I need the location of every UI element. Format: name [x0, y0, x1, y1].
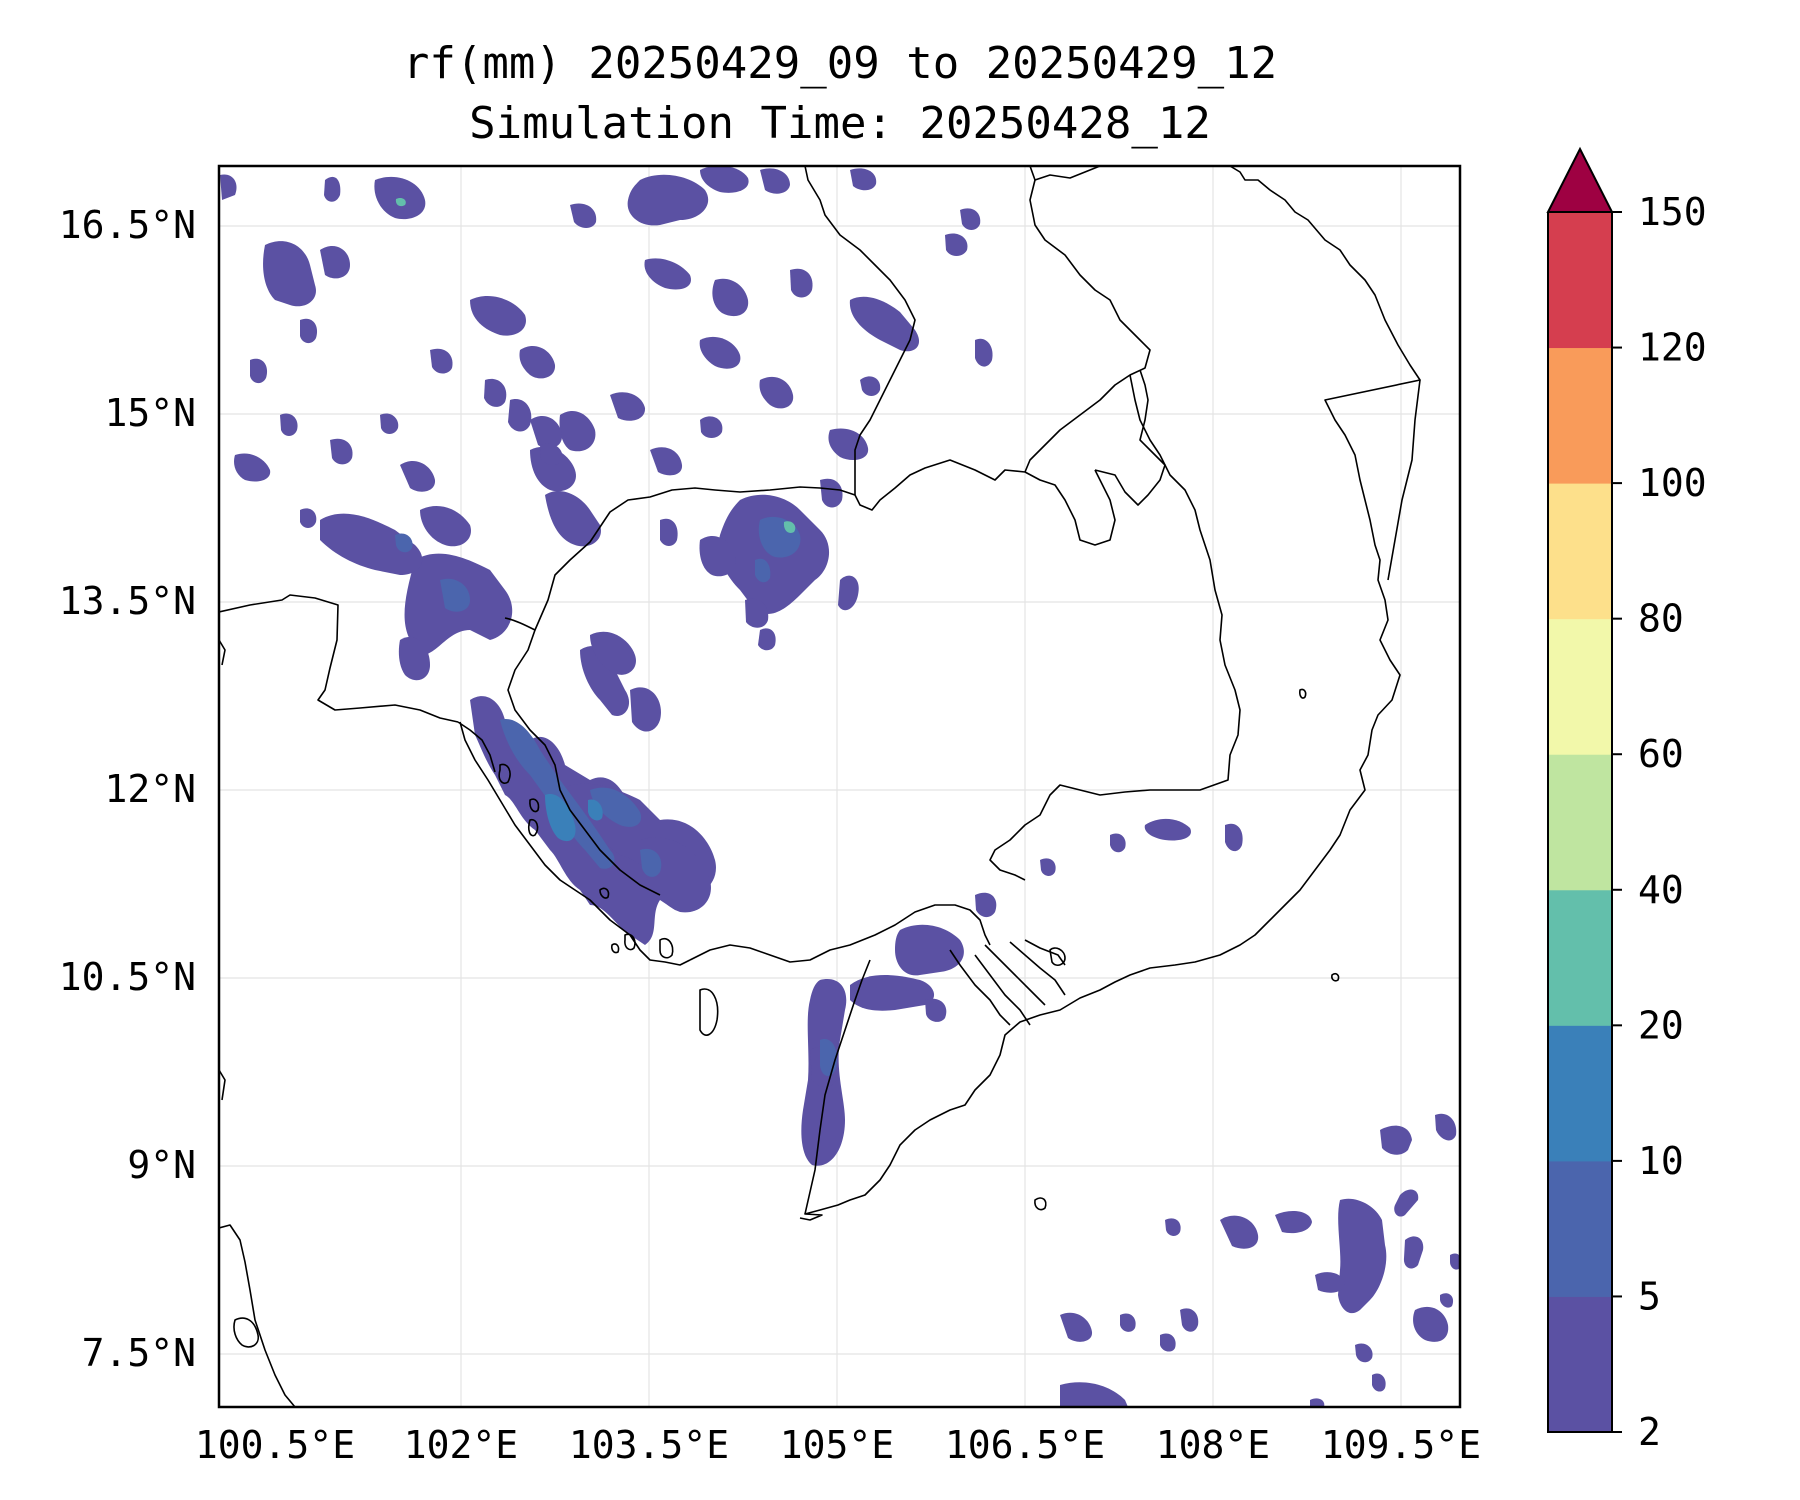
x-tick-label: 102°E	[404, 1423, 518, 1467]
y-tick-label: 16.5°N	[59, 203, 196, 247]
colorbar-tick-label: 100	[1638, 461, 1707, 505]
colorbar-tick-label: 20	[1638, 1003, 1684, 1047]
colorbar-tick-label: 80	[1638, 597, 1684, 641]
colorbar-tick-label: 2	[1638, 1410, 1661, 1454]
y-tick-label: 7.5°N	[82, 1331, 196, 1375]
gridlines	[219, 166, 1460, 1407]
y-tick-label: 12°N	[104, 767, 196, 811]
colorbar-tick-label: 5	[1638, 1274, 1661, 1318]
y-tick-label: 15°N	[104, 391, 196, 435]
country-borders	[219, 166, 1241, 963]
colorbar-tick-label: 40	[1638, 868, 1684, 912]
colorbar-segment	[1548, 483, 1612, 620]
colorbar-tick-label: 120	[1638, 326, 1707, 370]
y-tick-label: 13.5°N	[59, 579, 196, 623]
colorbar-tick-label: 60	[1638, 732, 1684, 776]
colorbar-segment	[1548, 754, 1612, 891]
x-tick-label: 105°E	[780, 1423, 894, 1467]
x-tick-label: 106.5°E	[945, 1423, 1105, 1467]
x-tick-label: 103.5°E	[569, 1423, 729, 1467]
colorbar-segment	[1548, 1160, 1612, 1297]
colorbar-segment	[1548, 212, 1612, 349]
rainfall-contours	[220, 166, 1460, 1407]
y-tick-label: 9°N	[127, 1143, 196, 1187]
y-axis-ticks: 16.5°N 15°N 13.5°N 12°N 10.5°N 9°N 7.5°N	[59, 203, 196, 1375]
rainfall-contours-20-40mm	[395, 197, 796, 533]
map-title: rf(mm) 20250429_09 to 20250429_12	[402, 38, 1278, 89]
x-axis-ticks: 100.5°E 102°E 103.5°E 105°E 106.5°E 108°…	[195, 1423, 1481, 1467]
colorbar-tick-label: 150	[1638, 190, 1707, 234]
colorbar-segment	[1548, 618, 1612, 755]
colorbar-segment	[1548, 889, 1612, 1026]
colorbar-extend-arrow	[1546, 146, 1614, 213]
rainfall-contours-10-20mm	[545, 794, 603, 842]
colorbar-segment	[1548, 1296, 1612, 1433]
y-tick-label: 10.5°N	[59, 955, 196, 999]
colorbar-frame	[1547, 212, 1613, 1433]
colorbar-segment	[1548, 347, 1612, 484]
colorbar-tick-label: 10	[1638, 1139, 1684, 1183]
simulation-time-subtitle: Simulation Time: 20250428_12	[469, 98, 1211, 149]
coastlines	[219, 166, 1421, 1407]
colorbar-segment	[1548, 1025, 1612, 1162]
x-tick-label: 100.5°E	[195, 1423, 355, 1467]
colorbar: 2 5 10 20 40 60 80 100 120 150	[1546, 146, 1707, 1454]
x-tick-label: 109.5°E	[1321, 1423, 1481, 1467]
map-frame	[217, 164, 1462, 1409]
x-tick-label: 108°E	[1156, 1423, 1270, 1467]
